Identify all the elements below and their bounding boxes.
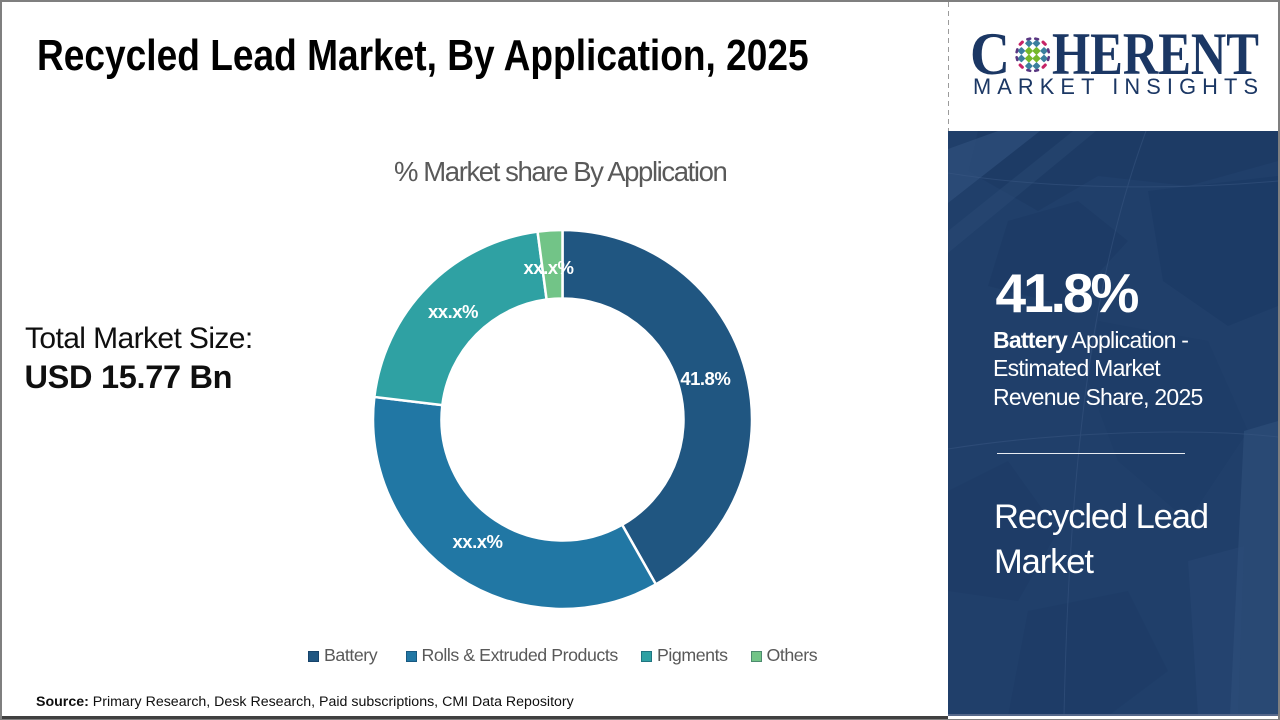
svg-text:HERENT: HERENT [1052,28,1259,87]
svg-text:C: C [972,28,1010,87]
svg-text:MARKET INSIGHTS: MARKET INSIGHTS [973,74,1258,99]
